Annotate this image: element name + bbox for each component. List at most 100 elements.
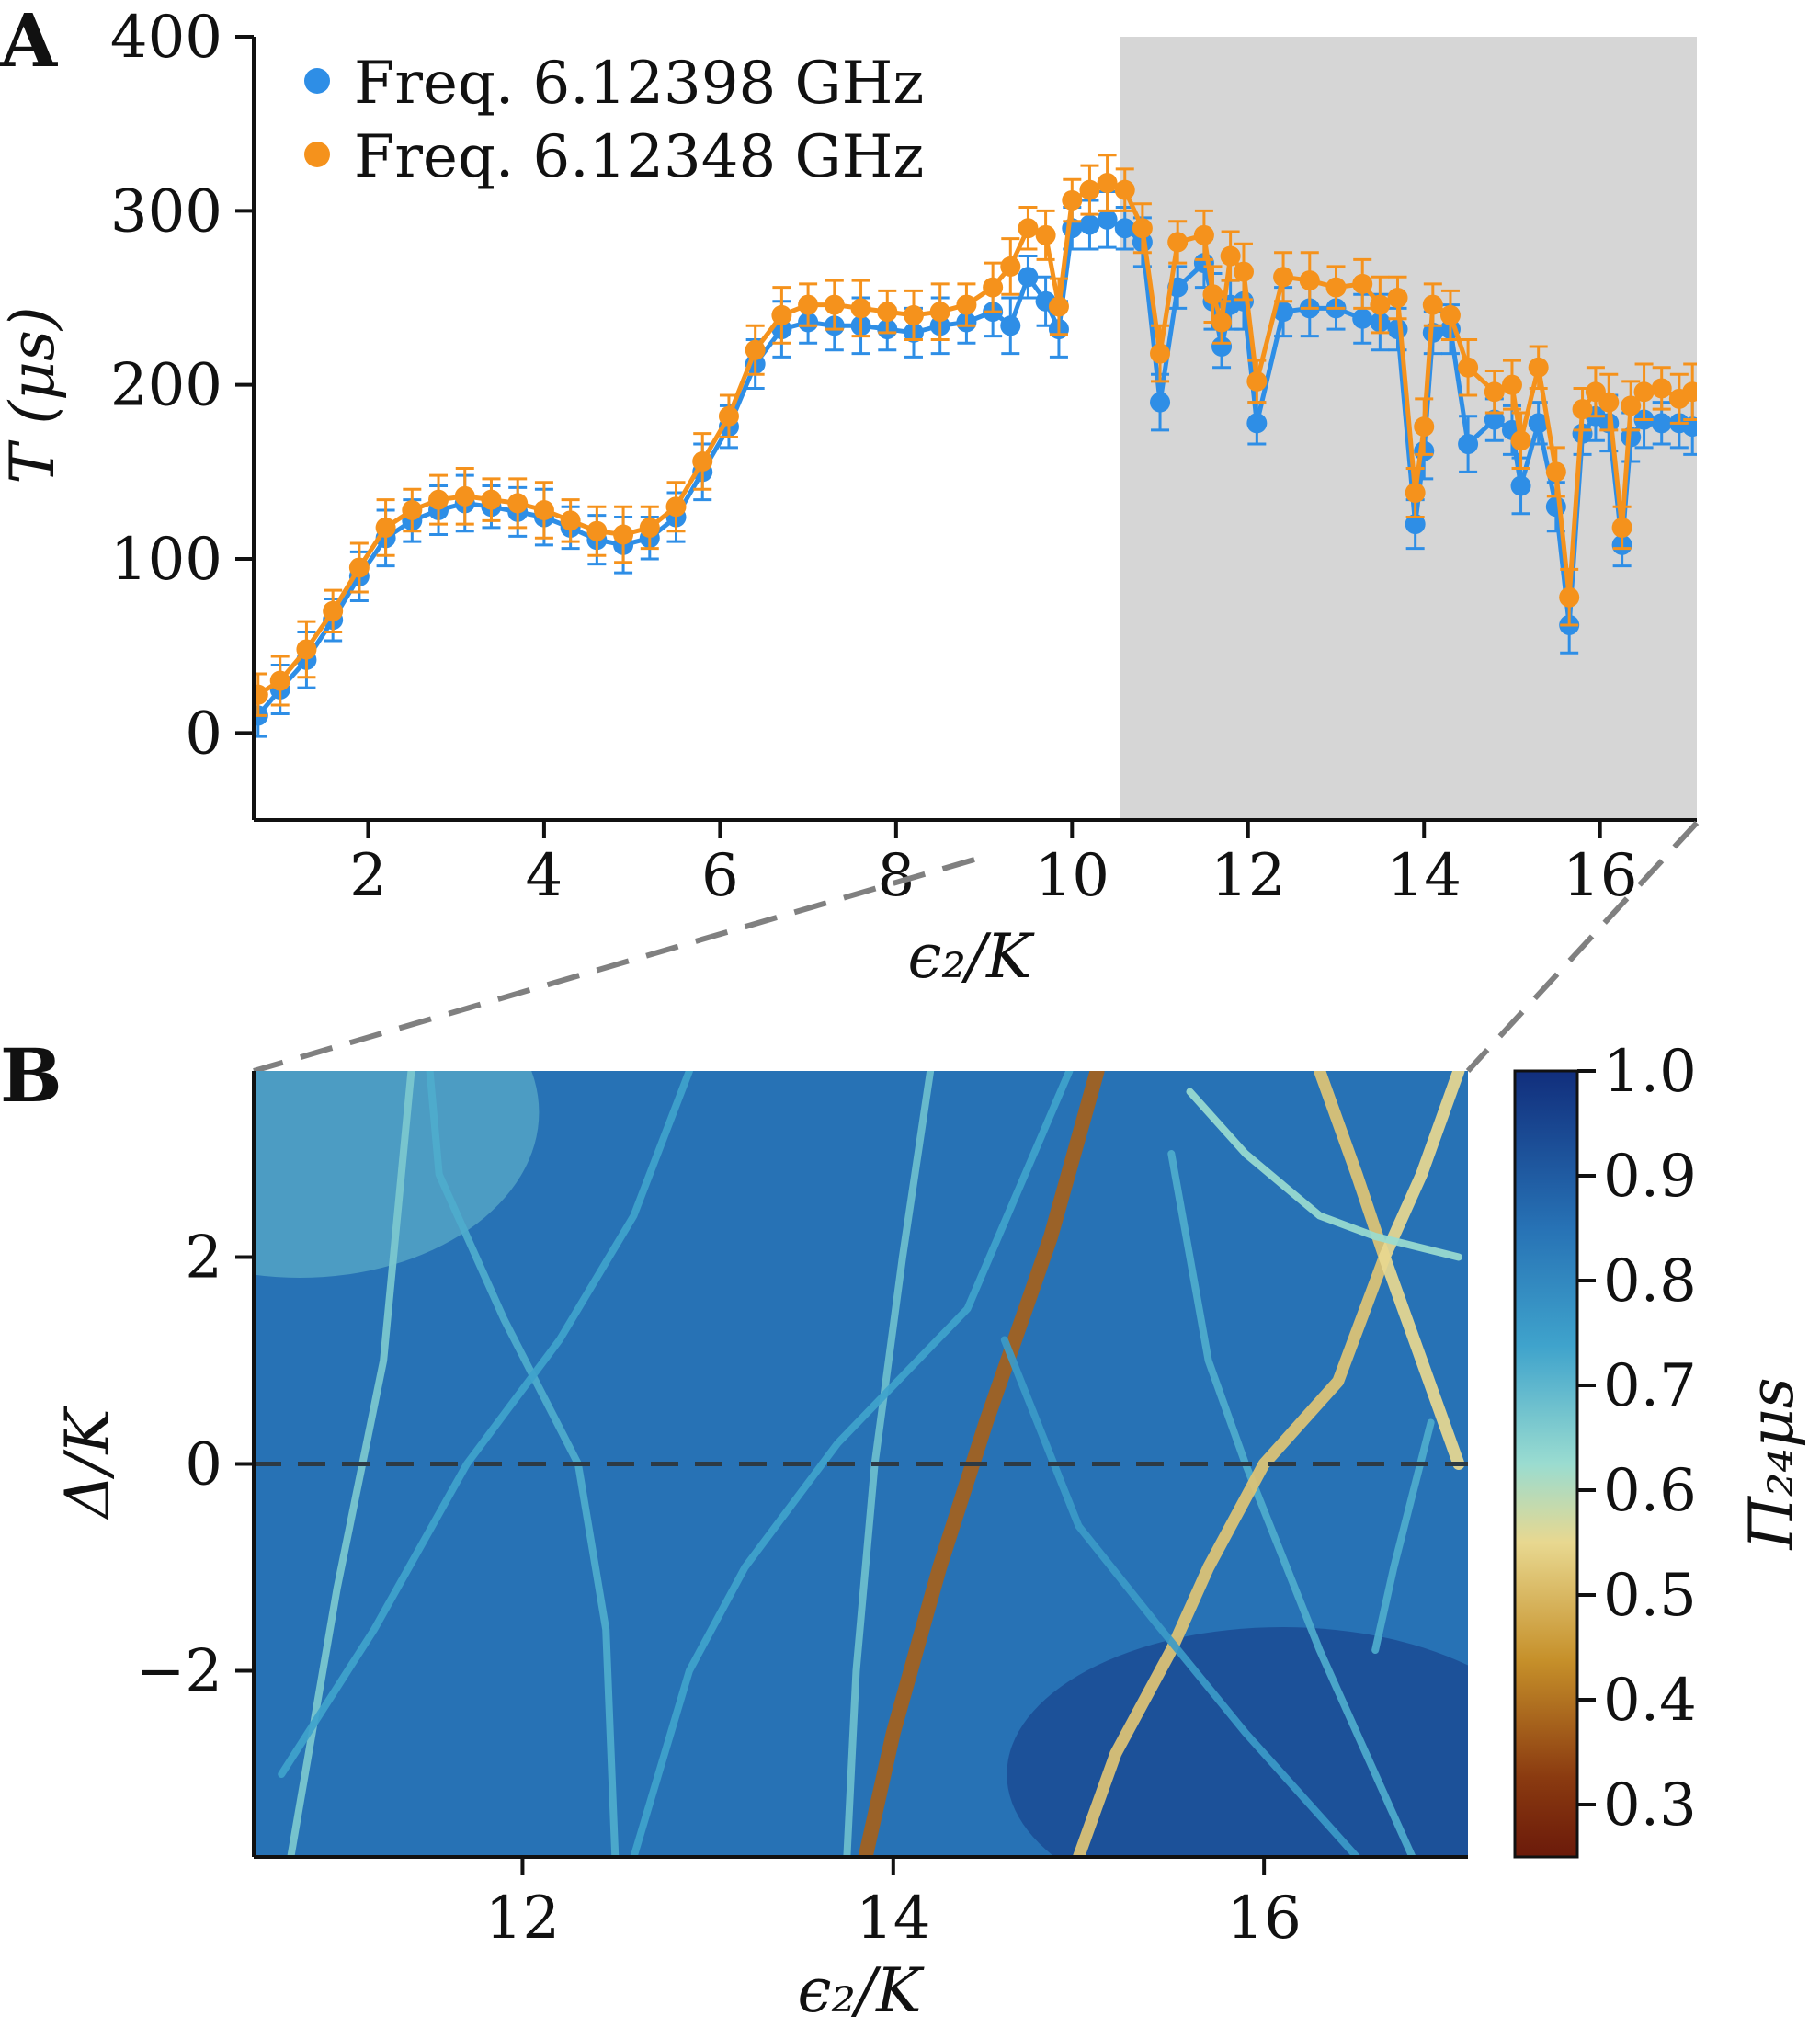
data-point	[1062, 189, 1083, 211]
panel-label-a: A	[0, 0, 58, 84]
colorbar-tick-label: 0.5	[1603, 1562, 1697, 1630]
data-point	[1233, 261, 1254, 282]
data-point	[877, 302, 898, 323]
data-point	[254, 684, 268, 705]
data-point	[1097, 209, 1118, 230]
data-point	[1079, 214, 1100, 235]
data-point	[348, 557, 370, 578]
data-point	[1211, 312, 1233, 333]
y-tick-label-a: 300	[110, 177, 222, 245]
data-point	[745, 339, 766, 360]
colorbar-tick-label: 1.0	[1603, 1038, 1697, 1106]
heatmap-glow	[254, 1071, 540, 1278]
y-tick-label-b: −2	[136, 1638, 222, 1706]
data-point	[296, 639, 317, 660]
data-point	[1352, 273, 1373, 294]
data-point	[1545, 461, 1566, 483]
y-axis-label-b: Δ/K	[52, 1406, 123, 1521]
data-point	[824, 294, 845, 315]
data-point	[1202, 284, 1223, 305]
data-point	[1211, 336, 1233, 358]
resonance-line	[630, 1071, 1074, 1857]
data-point	[1273, 267, 1294, 288]
data-point	[1651, 378, 1672, 399]
panel-label-b: B	[0, 1032, 63, 1119]
colorbar-tick-label: 0.7	[1603, 1352, 1697, 1420]
data-point	[1545, 496, 1566, 518]
y-axis-label-a: T (μs)	[0, 306, 68, 484]
data-point	[613, 524, 634, 545]
data-point	[1484, 409, 1505, 430]
colorbar-tick-label: 0.3	[1603, 1771, 1697, 1839]
data-point	[1458, 357, 1479, 378]
data-point	[1150, 343, 1171, 364]
x-axis-label-a: ϵ₂/K	[908, 921, 1036, 992]
data-point	[1572, 399, 1593, 420]
data-point	[1193, 224, 1214, 245]
data-point	[1422, 294, 1443, 315]
data-point	[1035, 224, 1056, 245]
data-point	[1439, 304, 1461, 325]
data-point	[1370, 294, 1391, 315]
data-point	[1018, 218, 1039, 239]
legend-marker-orange	[304, 142, 330, 167]
data-point	[533, 499, 554, 520]
zoom-connector-left	[253, 857, 975, 1074]
data-point	[269, 670, 290, 691]
data-point	[1682, 381, 1697, 403]
data-point	[798, 294, 819, 315]
x-tick-label-a: 6	[701, 842, 739, 910]
y-tick-label-a: 100	[110, 526, 222, 594]
resonance-line	[1167, 1150, 1416, 1857]
data-point	[507, 493, 529, 514]
data-point	[1220, 245, 1241, 267]
legend-label-blue: Freq. 6.12398 GHz	[354, 50, 924, 118]
data-point	[639, 517, 660, 538]
data-point	[586, 520, 608, 541]
data-point	[1048, 296, 1069, 317]
data-point	[1405, 483, 1426, 504]
data-point	[771, 304, 792, 325]
y-tick-label-a: 400	[110, 4, 222, 72]
zoom-connector-right	[1465, 820, 1700, 1074]
data-point	[1528, 357, 1549, 378]
y-tick-label-a: 200	[110, 352, 222, 420]
data-point	[1167, 232, 1189, 253]
data-point	[1132, 218, 1153, 239]
legend-marker-blue	[304, 68, 330, 94]
data-point	[718, 405, 739, 427]
y-tick-label-b: 0	[185, 1431, 222, 1499]
x-tick-label-a: 10	[1035, 842, 1109, 910]
data-point	[1559, 586, 1580, 608]
data-point	[665, 496, 687, 518]
legend-label-orange: Freq. 6.12348 GHz	[354, 123, 924, 191]
y-tick-label-b: 2	[185, 1224, 222, 1292]
resonance-line	[858, 1071, 1105, 1857]
resonance-line	[1186, 1088, 1462, 1261]
data-point	[1114, 179, 1135, 200]
data-point	[1246, 370, 1268, 392]
data-point	[956, 294, 977, 315]
x-tick-label-a: 14	[1387, 842, 1462, 910]
x-tick-label-b: 16	[1226, 1885, 1301, 1953]
data-point	[402, 499, 423, 520]
colorbar	[1513, 1069, 1579, 1859]
data-point	[1414, 416, 1435, 438]
data-point	[1501, 374, 1522, 395]
data-point	[1097, 173, 1118, 194]
x-tick-label-b: 14	[856, 1885, 930, 1953]
data-point	[1510, 430, 1531, 451]
data-point	[692, 450, 713, 472]
resonance-line	[426, 1071, 620, 1857]
data-point	[1598, 392, 1620, 413]
data-point	[929, 302, 950, 323]
data-point	[1611, 517, 1632, 538]
colorbar-tick-label: 0.6	[1603, 1457, 1697, 1525]
data-point	[1682, 416, 1697, 438]
x-tick-label-b: 12	[485, 1885, 560, 1953]
heatmap-dark-region	[1007, 1627, 1468, 1857]
x-axis-label-b: ϵ₂/K	[798, 1955, 926, 2026]
data-point	[1633, 381, 1655, 403]
data-point	[1000, 256, 1021, 277]
